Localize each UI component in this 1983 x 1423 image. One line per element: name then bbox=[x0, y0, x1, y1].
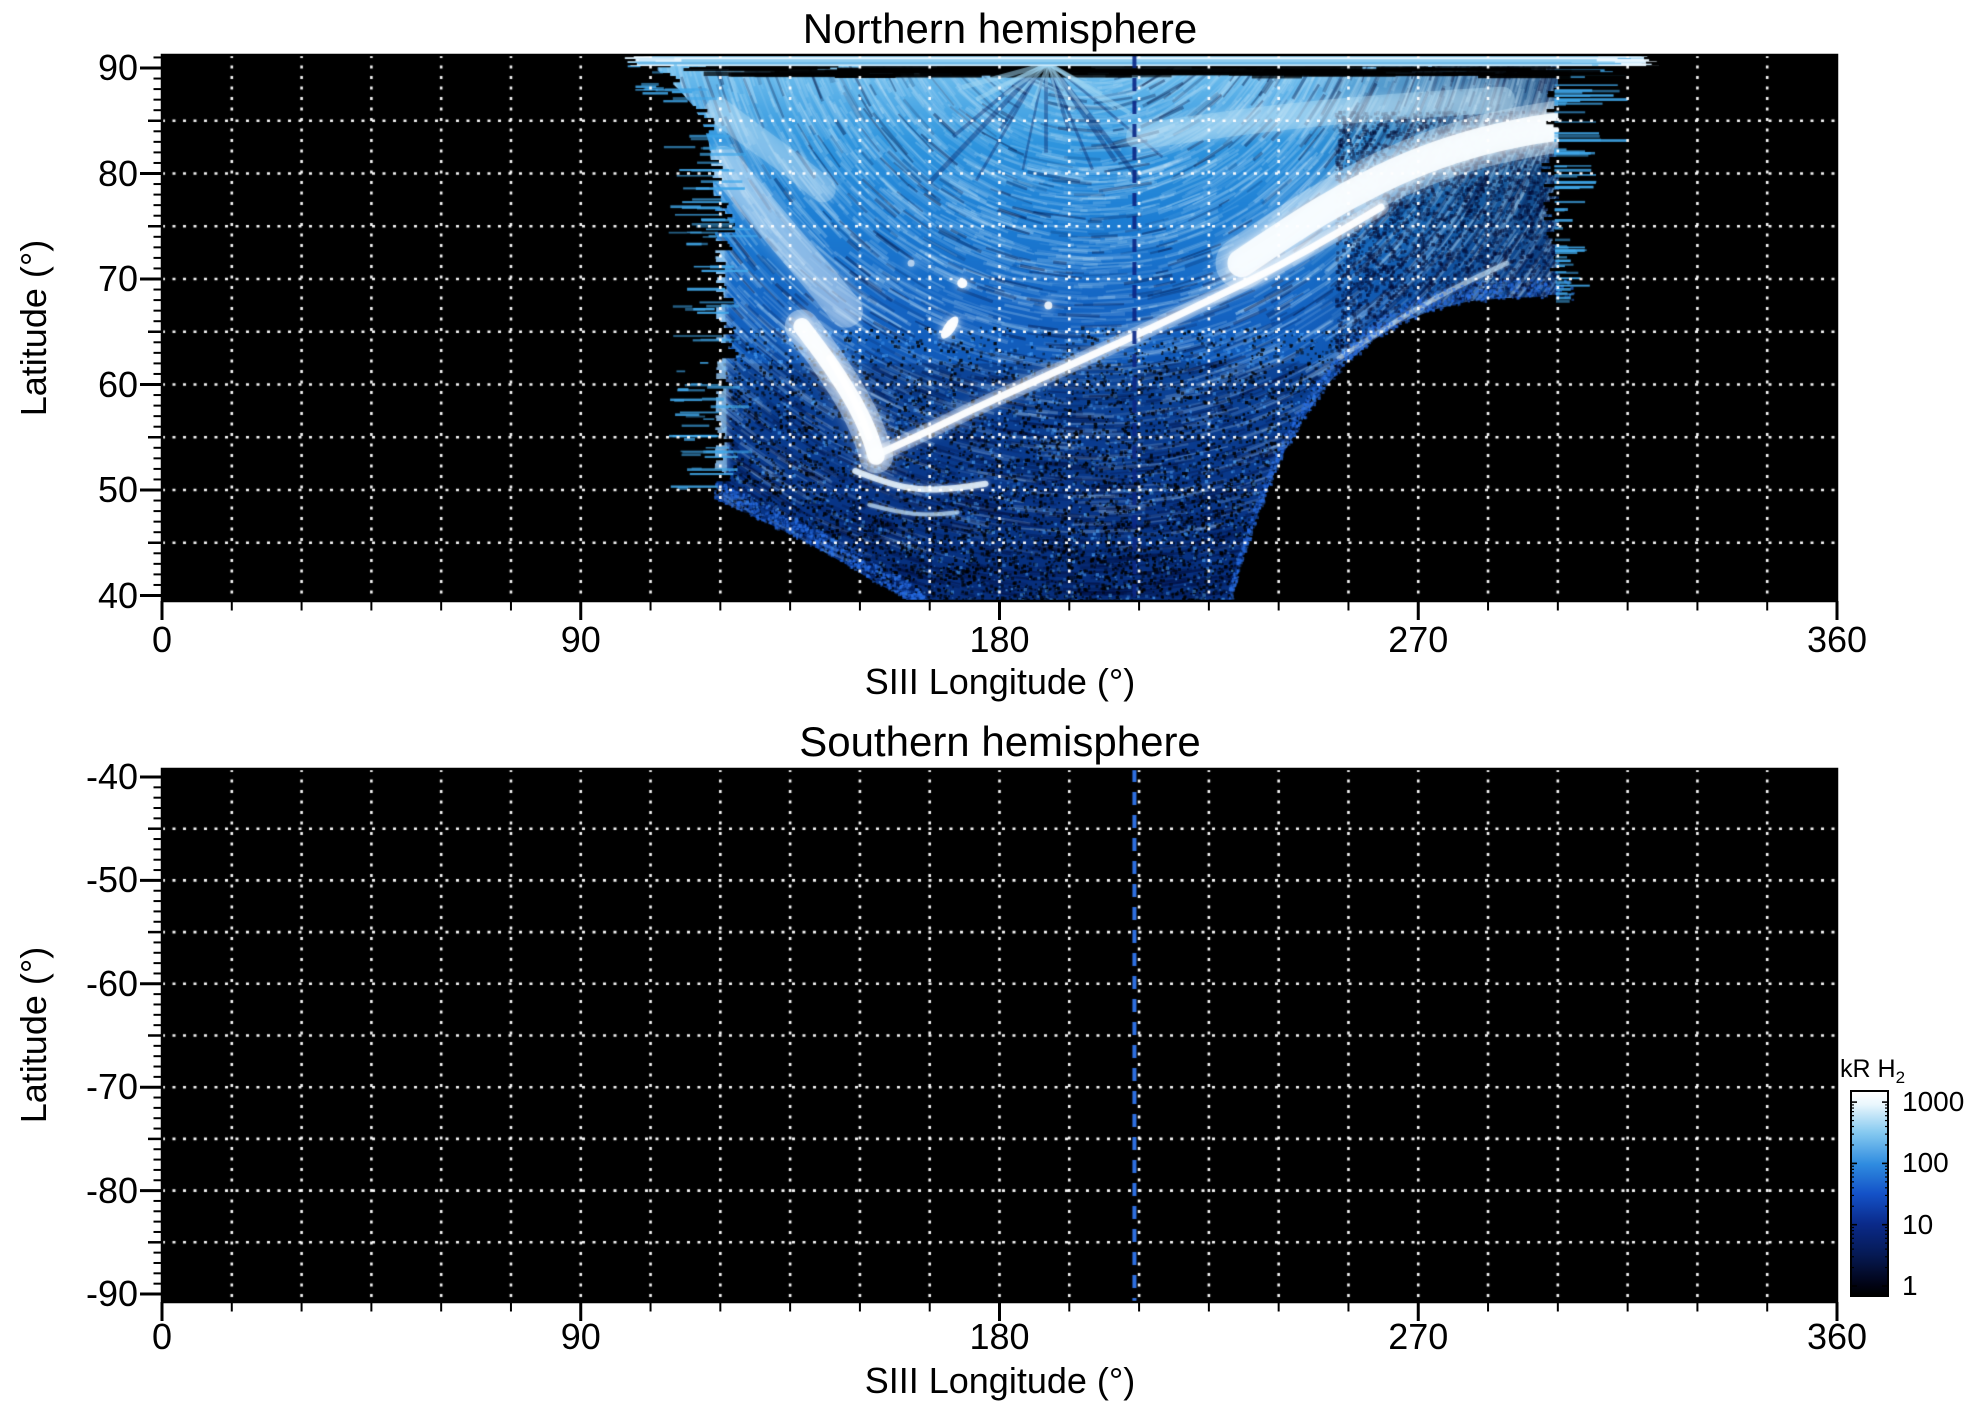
north-x-tick-label: 0 bbox=[151, 619, 173, 660]
colorbar-label-main: kR H bbox=[1840, 1055, 1896, 1083]
north-y-tick-label: 90 bbox=[97, 47, 138, 88]
south-x-tick-label: 270 bbox=[1388, 1316, 1449, 1357]
north-y-tick-label: 40 bbox=[97, 574, 138, 616]
south-y-tick-label: -80 bbox=[85, 1169, 138, 1211]
colorbar-label-sub: 2 bbox=[1895, 1068, 1906, 1087]
north-y-tick-label: 70 bbox=[97, 258, 138, 299]
south-x-tick-label: 0 bbox=[151, 1316, 173, 1357]
south-y-tick-label: -90 bbox=[85, 1273, 138, 1314]
north-heatmap-canvas bbox=[162, 55, 1837, 601]
colorbar bbox=[1850, 1090, 1889, 1297]
north-y-tick-label: 80 bbox=[97, 152, 138, 194]
colorbar-tick-label: 1 bbox=[1902, 1270, 1918, 1301]
north-panel-title: Northern hemisphere bbox=[802, 5, 1198, 52]
north-x-axis-label: SIII Longitude (°) bbox=[864, 661, 1136, 702]
north-x-tick-label: 180 bbox=[969, 619, 1030, 660]
south-y-tick-label: -70 bbox=[85, 1066, 138, 1108]
south-x-axis-label: SIII Longitude (°) bbox=[864, 1360, 1136, 1401]
south-x-tick-label: 180 bbox=[969, 1316, 1030, 1357]
north-x-tick-label: 360 bbox=[1806, 619, 1868, 660]
north-y-tick-label: 60 bbox=[97, 363, 138, 405]
south-y-axis-label: Latitude (°) bbox=[13, 946, 54, 1124]
north-y-axis-label: Latitude (°) bbox=[13, 239, 54, 417]
north-x-tick-label: 90 bbox=[560, 619, 601, 660]
south-x-tick-label: 90 bbox=[560, 1316, 601, 1357]
colorbar-tick-label: 10 bbox=[1902, 1208, 1934, 1240]
south-y-tick-label: -50 bbox=[85, 859, 138, 901]
north-x-tick-label: 270 bbox=[1388, 619, 1449, 660]
south-panel-title: Southern hemisphere bbox=[799, 718, 1201, 765]
south-x-tick-label: 360 bbox=[1806, 1316, 1868, 1357]
colorbar-tick-label: 1000 bbox=[1902, 1086, 1965, 1117]
south-y-tick-label: -60 bbox=[85, 962, 138, 1004]
north-y-tick-label: 50 bbox=[97, 469, 138, 510]
south-heatmap-canvas bbox=[162, 769, 1837, 1302]
south-y-tick-label: -40 bbox=[85, 756, 138, 797]
colorbar-tick-label: 100 bbox=[1902, 1147, 1949, 1179]
colorbar-label: kR H2 bbox=[1840, 1055, 1906, 1087]
